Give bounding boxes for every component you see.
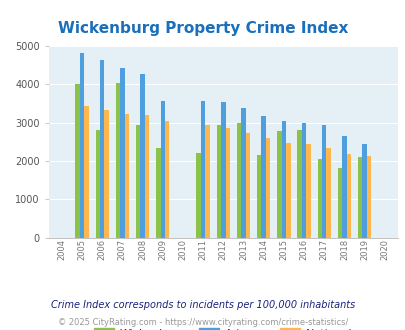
Bar [75,84,80,238]
Bar [241,108,245,238]
Bar [100,60,104,238]
Text: Wickenburg Property Crime Index: Wickenburg Property Crime Index [58,21,347,36]
Bar [357,157,362,238]
Bar [296,130,301,238]
Bar [124,114,129,238]
Bar [95,130,100,238]
Bar [84,106,88,238]
Bar [205,125,209,238]
Bar [221,102,225,238]
Bar [261,116,265,238]
Bar [160,101,164,238]
Bar [140,74,145,238]
Bar [104,110,109,238]
Bar [120,68,124,238]
Bar [341,136,346,238]
Bar [236,123,241,238]
Bar [337,168,341,238]
Bar [115,82,120,238]
Bar [196,153,200,238]
Bar [277,131,281,238]
Bar [136,125,140,238]
Bar [265,139,270,238]
Bar [317,159,321,238]
Bar [321,125,326,238]
Bar [145,115,149,238]
Bar [301,123,305,238]
Bar [286,143,290,238]
Bar [225,128,229,238]
Text: Crime Index corresponds to incidents per 100,000 inhabitants: Crime Index corresponds to incidents per… [51,300,354,310]
Text: © 2025 CityRating.com - https://www.cityrating.com/crime-statistics/: © 2025 CityRating.com - https://www.city… [58,318,347,327]
Legend: Wickenburg, Arizona, National: Wickenburg, Arizona, National [90,323,356,330]
Bar [156,148,160,238]
Bar [164,121,169,238]
Bar [245,133,249,238]
Bar [326,148,330,238]
Bar [80,53,84,238]
Bar [362,144,366,238]
Bar [256,155,261,238]
Bar [281,121,286,238]
Bar [305,144,310,238]
Bar [346,154,350,238]
Bar [366,156,370,238]
Bar [216,125,221,238]
Bar [200,101,205,238]
